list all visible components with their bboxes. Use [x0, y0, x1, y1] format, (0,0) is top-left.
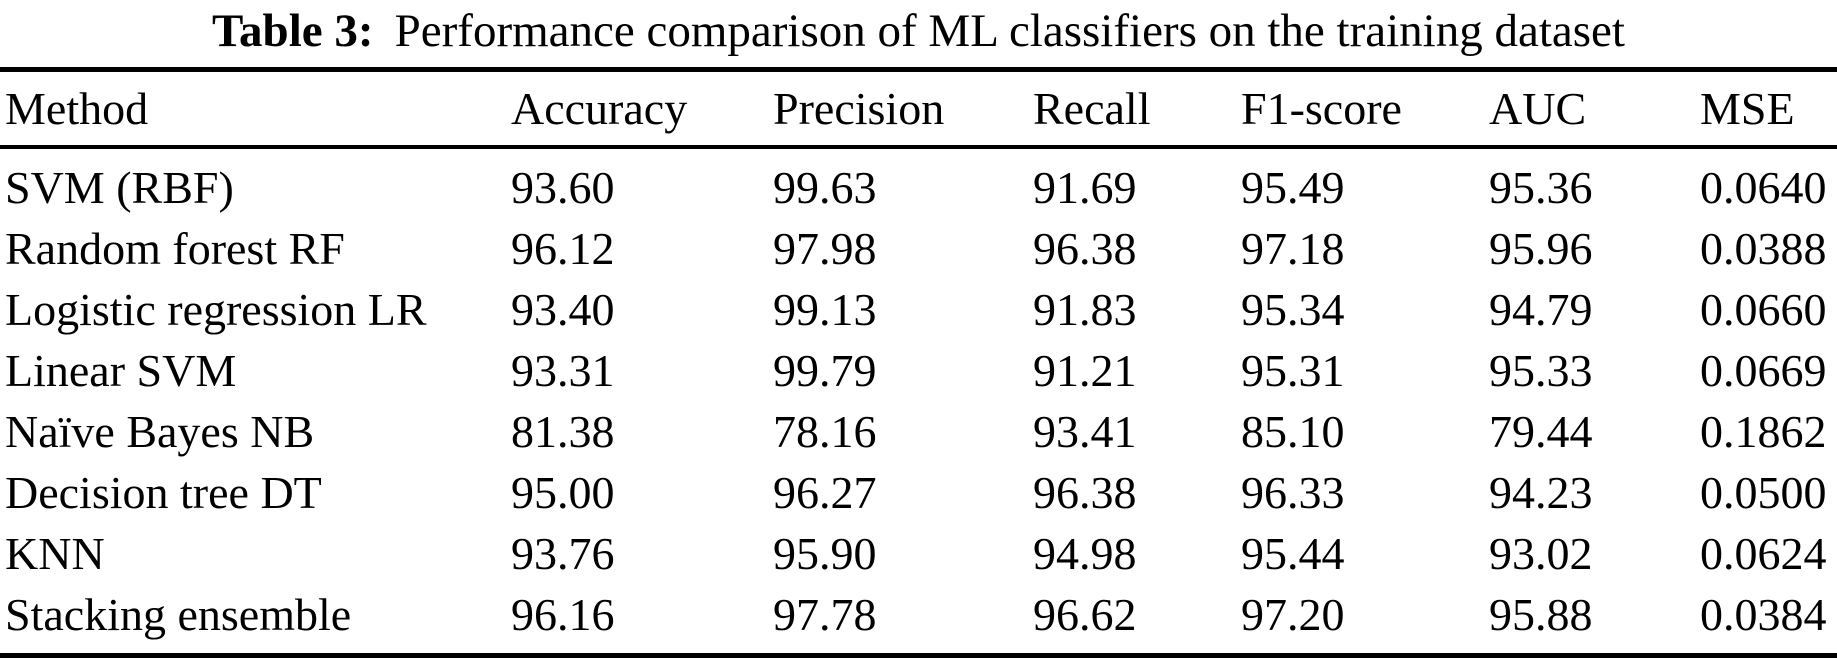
column-header-auc: AUC [1489, 69, 1700, 149]
table-row: SVM (RBF) 93.60 99.63 91.69 95.49 95.36 … [0, 147, 1837, 218]
cell-auc: 95.33 [1489, 345, 1593, 396]
cell-recall: 93.41 [1033, 406, 1137, 457]
cell-auc: 95.88 [1489, 589, 1593, 640]
cell-mse: 0.0669 [1700, 345, 1827, 396]
table-row: Logistic regression LR 93.40 99.13 91.83… [0, 279, 1837, 340]
cell-f1-score: 97.20 [1241, 589, 1345, 640]
column-header-precision: Precision [773, 69, 1033, 149]
cell-f1-score: 96.33 [1241, 467, 1345, 518]
cell-recall: 91.83 [1033, 284, 1137, 335]
cell-accuracy: 93.40 [511, 284, 615, 335]
cell-mse: 0.0624 [1700, 528, 1827, 579]
cell-precision: 99.13 [773, 284, 877, 335]
cell-f1-score: 85.10 [1241, 406, 1345, 457]
performance-table: Method Accuracy Precision Recall F1-scor… [0, 67, 1837, 658]
cell-mse: 0.0500 [1700, 467, 1827, 518]
table-row: Naïve Bayes NB 81.38 78.16 93.41 85.10 7… [0, 401, 1837, 462]
cell-recall: 91.69 [1033, 162, 1137, 213]
cell-method: Random forest RF [5, 223, 345, 274]
cell-f1-score: 95.49 [1241, 162, 1345, 213]
table-row: Decision tree DT 95.00 96.27 96.38 96.33… [0, 462, 1837, 523]
cell-method: Stacking ensemble [5, 589, 352, 640]
cell-method: Linear SVM [5, 345, 237, 396]
cell-precision: 97.98 [773, 223, 877, 274]
cell-precision: 97.78 [773, 589, 877, 640]
table-caption-label: Table 3: [212, 5, 374, 57]
cell-mse: 0.0660 [1700, 284, 1827, 335]
cell-f1-score: 95.44 [1241, 528, 1345, 579]
cell-method: SVM (RBF) [5, 162, 234, 213]
cell-method: Logistic regression LR [5, 284, 427, 335]
column-header-f1-score: F1-score [1241, 69, 1489, 149]
cell-recall: 91.21 [1033, 345, 1137, 396]
cell-precision: 95.90 [773, 528, 877, 579]
cell-method: KNN [5, 528, 105, 579]
cell-mse: 0.0640 [1700, 162, 1827, 213]
cell-recall: 96.62 [1033, 589, 1137, 640]
table-row: Linear SVM 93.31 99.79 91.21 95.31 95.33… [0, 340, 1837, 401]
table-row: Stacking ensemble 96.16 97.78 96.62 97.2… [0, 584, 1837, 656]
cell-auc: 95.96 [1489, 223, 1593, 274]
table-row: KNN 93.76 95.90 94.98 95.44 93.02 0.0624 [0, 523, 1837, 584]
cell-precision: 96.27 [773, 467, 877, 518]
cell-mse: 0.0384 [1700, 589, 1827, 640]
table-row: Random forest RF 96.12 97.98 96.38 97.18… [0, 218, 1837, 279]
cell-recall: 96.38 [1033, 223, 1137, 274]
cell-precision: 99.63 [773, 162, 877, 213]
cell-precision: 99.79 [773, 345, 877, 396]
cell-accuracy: 81.38 [511, 406, 615, 457]
table-caption-text: Performance comparison of ML classifiers… [394, 5, 1625, 57]
column-header-method: Method [0, 69, 511, 149]
header-row: Method Accuracy Precision Recall F1-scor… [0, 69, 1837, 149]
cell-auc: 95.36 [1489, 162, 1593, 213]
cell-auc: 79.44 [1489, 406, 1593, 457]
column-header-recall: Recall [1033, 69, 1241, 149]
cell-f1-score: 97.18 [1241, 223, 1345, 274]
cell-method: Decision tree DT [5, 467, 322, 518]
cell-f1-score: 95.34 [1241, 284, 1345, 335]
cell-accuracy: 93.76 [511, 528, 615, 579]
column-header-mse: MSE [1700, 69, 1837, 149]
cell-accuracy: 95.00 [511, 467, 615, 518]
cell-auc: 94.79 [1489, 284, 1593, 335]
cell-method: Naïve Bayes NB [5, 406, 315, 457]
cell-accuracy: 96.12 [511, 223, 615, 274]
cell-f1-score: 95.31 [1241, 345, 1345, 396]
column-header-accuracy: Accuracy [511, 69, 773, 149]
cell-accuracy: 93.60 [511, 162, 615, 213]
cell-precision: 78.16 [773, 406, 877, 457]
cell-recall: 94.98 [1033, 528, 1137, 579]
cell-accuracy: 96.16 [511, 589, 615, 640]
table-caption: Table 3: Performance comparison of ML cla… [0, 0, 1837, 67]
cell-mse: 0.0388 [1700, 223, 1827, 274]
cell-auc: 94.23 [1489, 467, 1593, 518]
cell-mse: 0.1862 [1700, 406, 1827, 457]
cell-recall: 96.38 [1033, 467, 1137, 518]
cell-accuracy: 93.31 [511, 345, 615, 396]
cell-auc: 93.02 [1489, 528, 1593, 579]
